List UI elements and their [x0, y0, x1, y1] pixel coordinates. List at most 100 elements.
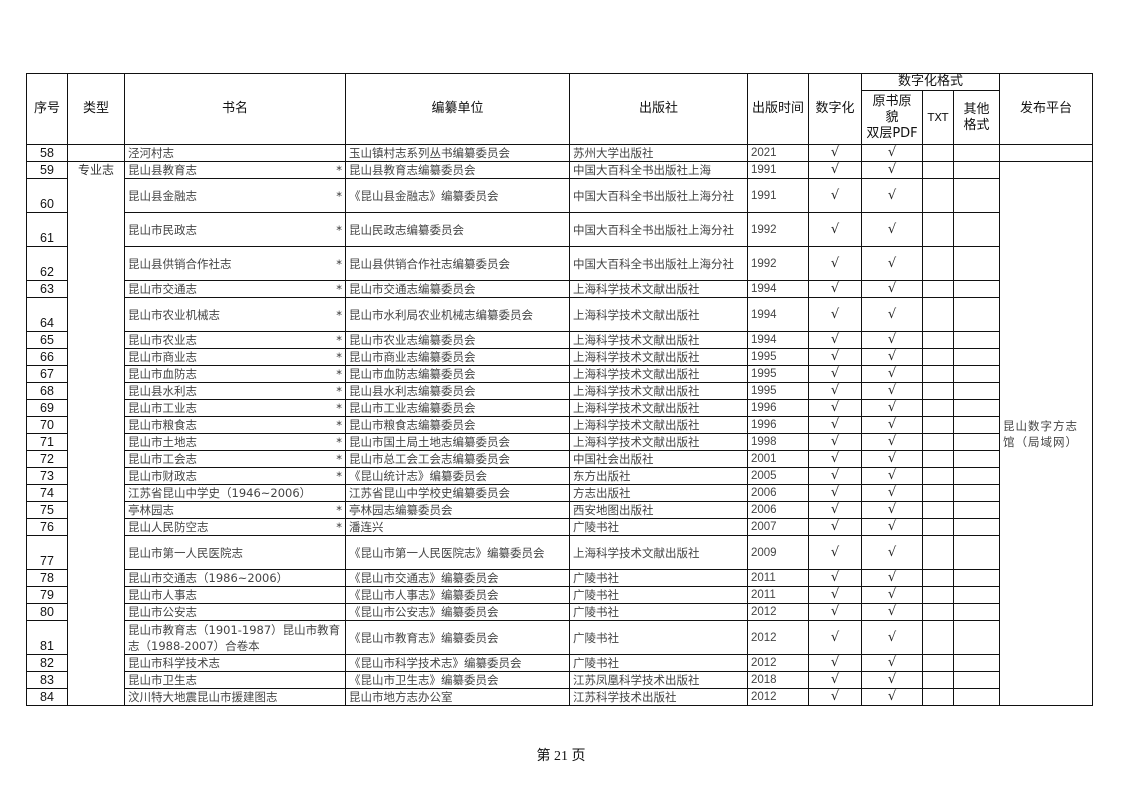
txt-cell	[922, 280, 954, 298]
digital-check: √	[808, 620, 862, 655]
book-name-cell: * 昆山县水利志	[124, 382, 346, 400]
row-number: 66	[26, 348, 68, 366]
year-cell: 2011	[747, 569, 809, 587]
unit-cell: 《昆山市卫生志》编纂委员会	[345, 671, 570, 689]
publisher-cell: 上海科学技术文献出版社	[569, 365, 748, 383]
digital-check: √	[808, 586, 862, 604]
table-row: 63 * 昆山市交通志 昆山市交通志编纂委员会 上海科学技术文献出版社 1994 √ √	[26, 280, 1093, 298]
header-other: 其他 格式	[953, 90, 1000, 145]
year-cell: 2011	[747, 586, 809, 604]
txt-cell	[922, 416, 954, 434]
unit-cell: 昆山市商业志编纂委员会	[345, 348, 570, 366]
row-number: 76	[26, 518, 68, 536]
type-cell: 专业志	[67, 161, 125, 706]
publisher-cell: 东方出版社	[569, 467, 748, 485]
txt-cell	[922, 688, 954, 706]
pdf-check: √	[861, 467, 923, 485]
digital-check: √	[808, 654, 862, 672]
digital-check: √	[808, 535, 862, 570]
table-row: 82 昆山市科学技术志 《昆山市科学技术志》编纂委员会 广陵书社 2012 √ √	[26, 654, 1093, 672]
year-cell: 2007	[747, 518, 809, 536]
pdf-check: √	[861, 450, 923, 468]
txt-cell	[922, 297, 954, 332]
book-name: 昆山市农业机械志	[128, 307, 220, 322]
publisher-cell: 中国大百科全书出版社上海分社	[569, 246, 748, 281]
table-row: 58 泾河村志 玉山镇村志系列丛书编纂委员会 苏州大学出版社 2021 √ √	[26, 144, 1093, 162]
book-name: 昆山市人事志	[128, 588, 197, 602]
other-format-cell	[953, 348, 1000, 366]
other-format-cell	[953, 569, 1000, 587]
year-cell: 1995	[747, 365, 809, 383]
table-row: 59 专业志 * 昆山县教育志 昆山县教育志编纂委员会 中国大百科全书出版社上海 1991 √…	[26, 161, 1093, 706]
book-name-cell: * 昆山市农业机械志	[124, 297, 346, 332]
book-name: 昆山市商业志	[128, 350, 197, 364]
digital-check: √	[808, 161, 862, 179]
txt-cell	[922, 161, 954, 179]
unit-cell: 昆山市地方志办公室	[345, 688, 570, 706]
star-mark: *	[336, 503, 342, 517]
unit-cell: 昆山市交通志编纂委员会	[345, 280, 570, 298]
star-mark: *	[336, 384, 342, 398]
pdf-check: √	[861, 348, 923, 366]
digital-check: √	[808, 365, 862, 383]
year-cell: 1996	[747, 399, 809, 417]
txt-cell	[922, 484, 954, 502]
publisher-cell: 中国大百科全书出版社上海	[569, 161, 748, 179]
digital-check: √	[808, 399, 862, 417]
publisher-cell: 方志出版社	[569, 484, 748, 502]
table-row: 72 * 昆山市工会志 昆山市总工会工会志编纂委员会 中国社会出版社 2001 √ √	[26, 450, 1093, 468]
unit-cell: 昆山市工业志编纂委员会	[345, 399, 570, 417]
digital-check: √	[808, 518, 862, 536]
publisher-cell: 广陵书社	[569, 654, 748, 672]
other-format-cell	[953, 365, 1000, 383]
publisher-cell: 广陵书社	[569, 603, 748, 621]
other-format-cell	[953, 450, 1000, 468]
row-number: 70	[26, 416, 68, 434]
digital-check: √	[808, 280, 862, 298]
row-number: 69	[26, 399, 68, 417]
book-name-cell: * 昆山市粮食志	[124, 416, 346, 434]
book-name-cell: 昆山市教育志（1901-1987）昆山市教育志（1988-2007）合卷本	[124, 620, 346, 655]
row-number: 63	[26, 280, 68, 298]
digital-check: √	[808, 484, 862, 502]
row-number: 68	[26, 382, 68, 400]
txt-cell	[922, 433, 954, 451]
unit-cell: 《昆山市公安志》编纂委员会	[345, 603, 570, 621]
unit-cell: 昆山市粮食志编纂委员会	[345, 416, 570, 434]
header-publisher: 出版社	[569, 73, 748, 145]
publisher-cell: 广陵书社	[569, 569, 748, 587]
year-cell: 1994	[747, 297, 809, 332]
year-cell: 1995	[747, 382, 809, 400]
row-number: 60	[26, 178, 68, 213]
publisher-cell: 江苏科学技术出版社	[569, 688, 748, 706]
book-name-cell: 泾河村志	[124, 144, 346, 162]
book-name-cell: * 亭林园志	[124, 501, 346, 519]
txt-cell	[922, 535, 954, 570]
publisher-cell: 中国社会出版社	[569, 450, 748, 468]
unit-cell: 《昆山市人事志》编纂委员会	[345, 586, 570, 604]
unit-cell: 潘连兴	[345, 518, 570, 536]
other-format-cell	[953, 535, 1000, 570]
unit-cell: 昆山民政志编纂委员会	[345, 212, 570, 247]
year-cell: 2006	[747, 484, 809, 502]
publisher-cell: 上海科学技术文献出版社	[569, 280, 748, 298]
year-cell: 2018	[747, 671, 809, 689]
pdf-check: √	[861, 688, 923, 706]
year-cell: 2005	[747, 467, 809, 485]
txt-cell	[922, 331, 954, 349]
header-platform: 发布平台	[999, 73, 1093, 145]
table-row: 69 * 昆山市工业志 昆山市工业志编纂委员会 上海科学技术文献出版社 1996 √ √	[26, 399, 1093, 417]
other-format-cell	[953, 382, 1000, 400]
book-name: 昆山市土地志	[128, 435, 197, 449]
book-name-cell: * 昆山市民政志	[124, 212, 346, 247]
year-cell: 2009	[747, 535, 809, 570]
row-number: 74	[26, 484, 68, 502]
star-mark: *	[336, 307, 342, 322]
publisher-cell: 中国大百科全书出版社上海分社	[569, 212, 748, 247]
other-format-cell	[953, 654, 1000, 672]
book-name: 昆山市交通志	[128, 282, 197, 296]
row-number: 84	[26, 688, 68, 706]
year-cell: 1994	[747, 280, 809, 298]
txt-cell	[922, 365, 954, 383]
digital-check: √	[808, 501, 862, 519]
